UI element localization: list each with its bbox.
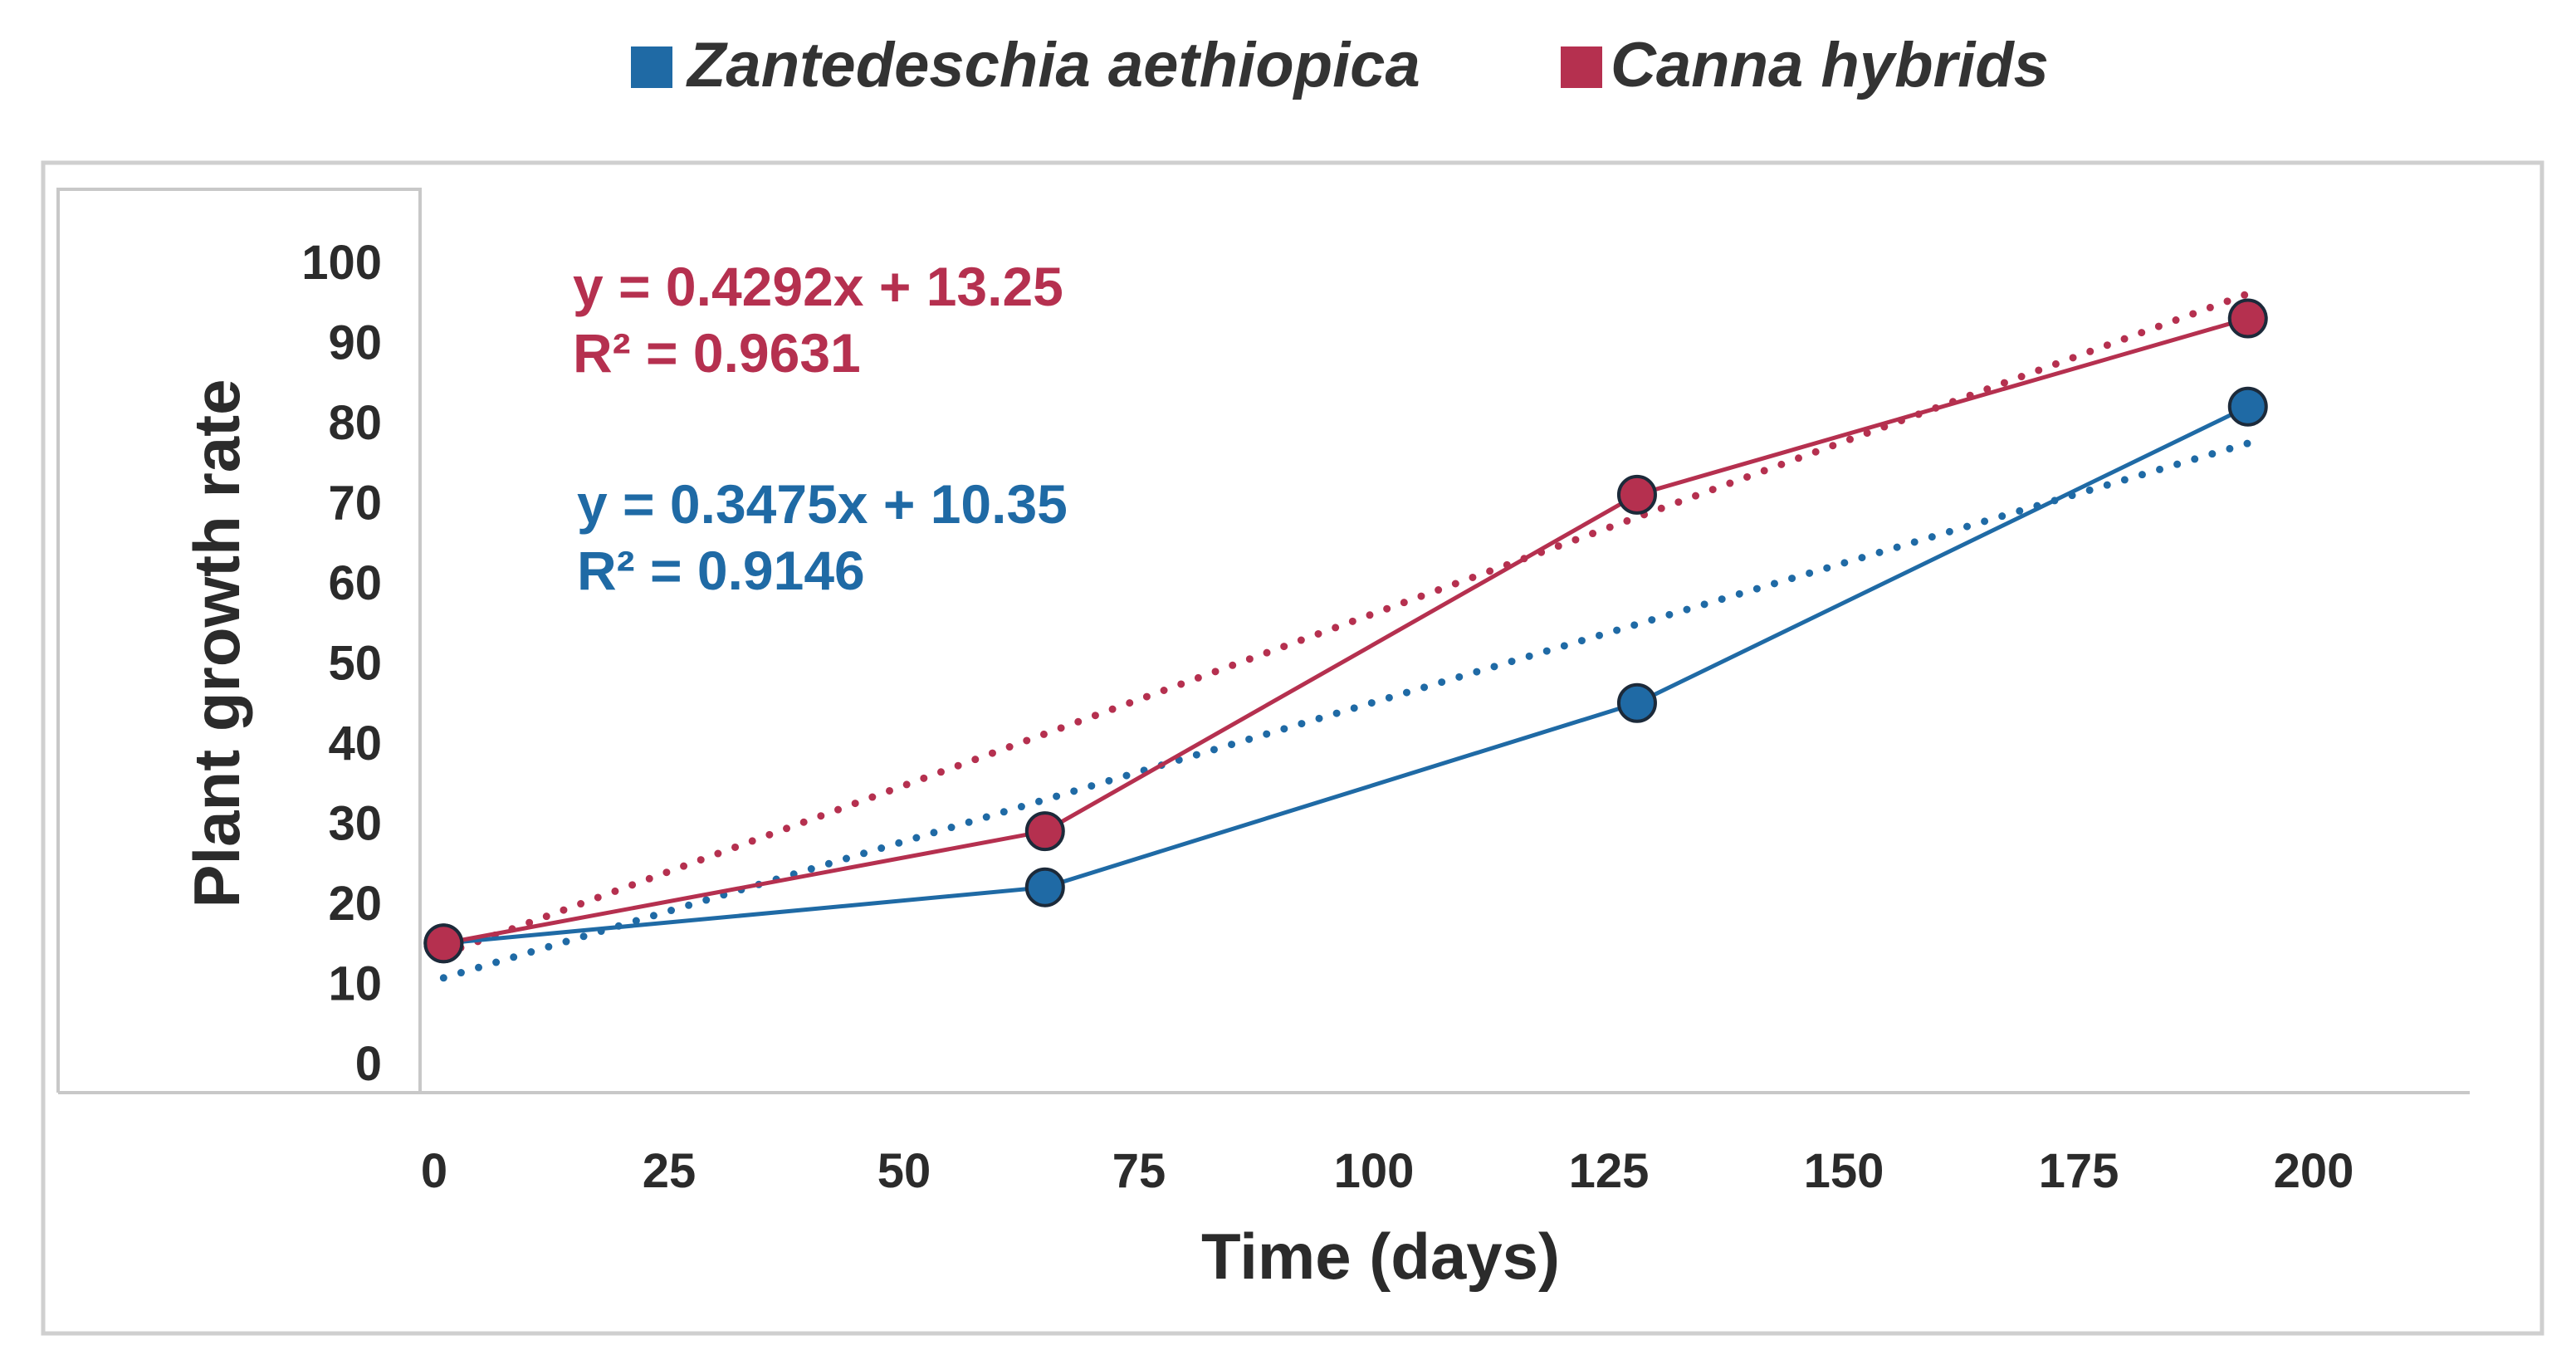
canna-point-3 [2227, 298, 2268, 339]
y-tick-label-90: 90 [328, 316, 382, 370]
y-tick-label-0: 0 [355, 1037, 382, 1091]
zantedeschia-point-3 [2227, 386, 2268, 427]
x-tick-label-175: 175 [2039, 1144, 2119, 1198]
legend-swatch-zantedeschia [631, 46, 672, 88]
zantedeschia-point-2 [1616, 682, 1657, 723]
series-lines [442, 316, 2249, 946]
canna-series-line [442, 316, 2249, 946]
chart-frame [41, 160, 2544, 1336]
canna-trendline [439, 290, 2252, 958]
data-points [423, 298, 2268, 964]
x-tick-label-150: 150 [1804, 1144, 1884, 1198]
canna-point-0 [423, 923, 464, 964]
legend: Zantedeschia aethiopica Canna hybrids [631, 30, 2049, 100]
y-tick-label-60: 60 [328, 556, 382, 610]
y-tick-labels: 0 10 20 30 40 50 60 70 80 90 100 [301, 236, 382, 1091]
x-tick-label-200: 200 [2274, 1144, 2354, 1198]
y-tick-label-50: 50 [328, 637, 382, 691]
x-tick-label-75: 75 [1112, 1144, 1166, 1198]
x-tick-labels: 0 25 50 75 100 125 150 175 200 [421, 1144, 2354, 1198]
y-tick-label-20: 20 [328, 877, 382, 931]
zantedeschia-point-1 [1024, 867, 1065, 907]
x-tick-label-25: 25 [643, 1144, 697, 1198]
y-axis-title: Plant growth rate [180, 379, 253, 907]
x-tick-label-125: 125 [1569, 1144, 1650, 1198]
zantedeschia-trend-r2: R² = 0.9146 [577, 540, 865, 601]
canna-point-2 [1616, 474, 1657, 515]
y-tick-label-100: 100 [301, 236, 382, 290]
y-tick-label-70: 70 [328, 477, 382, 531]
x-tick-label-50: 50 [877, 1144, 931, 1198]
zantedeschia-trend-equation: y = 0.3475x + 10.35 [577, 473, 1068, 535]
y-tick-label-10: 10 [328, 957, 382, 1011]
plot-area-frame [56, 188, 422, 1093]
y-tick-label-80: 80 [328, 396, 382, 450]
canna-point-1 [1024, 811, 1065, 852]
x-axis-title: Time (days) [1201, 1220, 1560, 1293]
legend-label-canna: Canna hybrids [1611, 30, 2049, 100]
x-tick-label-100: 100 [1334, 1144, 1415, 1198]
y-tick-label-40: 40 [328, 717, 382, 770]
legend-swatch-canna [1561, 46, 1602, 88]
y-tick-label-30: 30 [328, 797, 382, 851]
x-tick-label-0: 0 [421, 1144, 447, 1198]
canna-trend-r2: R² = 0.9631 [573, 322, 861, 384]
canna-trend-equation: y = 0.4292x + 13.25 [573, 256, 1063, 317]
legend-label-zantedeschia: Zantedeschia aethiopica [686, 30, 1420, 100]
zantedeschia-series-line [443, 404, 2249, 946]
